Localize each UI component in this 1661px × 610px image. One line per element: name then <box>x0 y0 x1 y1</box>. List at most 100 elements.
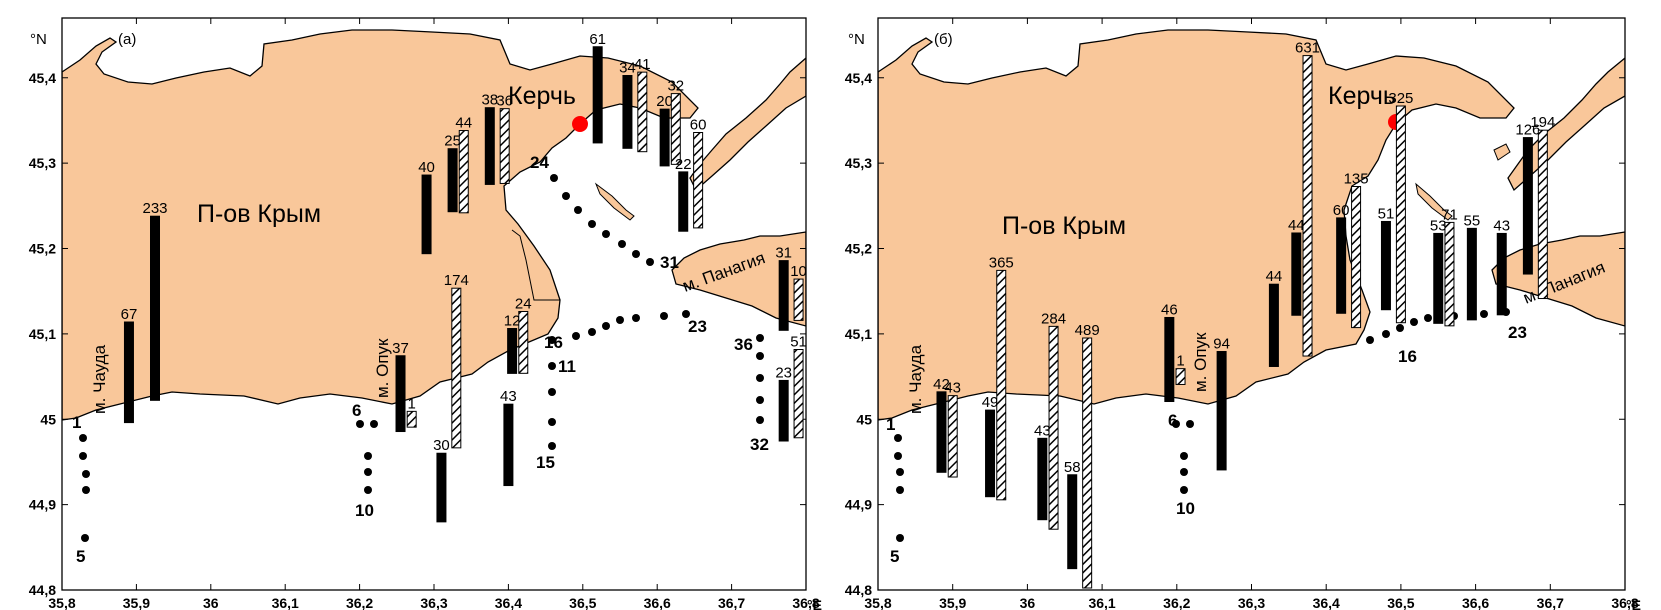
station-dot <box>548 418 556 426</box>
lat-tick-label: 45,3 <box>845 155 872 171</box>
lon-tick-label: 36,2 <box>346 595 373 610</box>
bar-value-label: 43 <box>500 388 517 405</box>
station-dot <box>896 534 904 542</box>
bar-hatched <box>996 269 1007 501</box>
lat-tick-label: 45,4 <box>29 70 56 86</box>
lon-tick-label: 36,1 <box>1088 595 1115 610</box>
station-label: 6 <box>1168 411 1177 430</box>
bar-hatched <box>670 93 681 165</box>
peninsula-label-a: П-ов Крым <box>197 200 321 228</box>
station-dot <box>1172 420 1180 428</box>
bar-hatched <box>1175 368 1186 385</box>
bar-value-label: 284 <box>1041 310 1066 327</box>
station-dot <box>1186 420 1194 428</box>
station-label: 36 <box>734 335 753 354</box>
station-label: 1 <box>886 415 895 434</box>
bar-value-label: 53 <box>1430 217 1447 234</box>
station-label: 11 <box>558 357 576 376</box>
bar-solid <box>1164 316 1175 403</box>
bar-hatched <box>693 132 704 229</box>
bar-value-label: 44 <box>1266 268 1283 285</box>
lat-tick-label: 45,1 <box>29 326 56 342</box>
panel-b-label: (б) <box>934 31 953 48</box>
station-dot <box>588 328 596 336</box>
city-marker-a <box>572 116 588 132</box>
bar-solid <box>484 107 495 185</box>
bar-solid <box>1336 217 1347 314</box>
station-dot <box>756 416 764 424</box>
tuzla-spit-b <box>1415 182 1453 221</box>
station-dot <box>550 174 558 182</box>
bar-hatched <box>1302 55 1313 357</box>
station-dot <box>756 396 764 404</box>
station-dot <box>588 220 596 228</box>
station-dot <box>682 310 690 318</box>
cape-chauda-b: м. Чауда <box>906 344 925 414</box>
station-dot <box>370 420 378 428</box>
station-dot <box>660 312 668 320</box>
lat-tick-label: 45,1 <box>845 326 872 342</box>
bar-solid <box>936 391 947 473</box>
panel-b-stations: 1 5 6 10 16 23 <box>886 308 1527 566</box>
city-label-b: Керчь <box>1328 82 1396 110</box>
bar-hatched <box>1048 325 1059 530</box>
bar-solid <box>1496 232 1507 316</box>
bar-solid <box>150 215 160 401</box>
lat-tick-label: 45 <box>40 411 56 427</box>
station-dot <box>1480 310 1488 318</box>
lon-tick-label: 36 <box>1020 595 1036 610</box>
bar-solid <box>778 260 789 331</box>
bar-hatched <box>947 395 958 478</box>
station-dot <box>81 534 89 542</box>
bar-solid <box>1067 474 1078 570</box>
lat-tick-label: 45,2 <box>845 241 872 257</box>
bar-solid <box>1433 232 1444 324</box>
bar-hatched <box>1537 129 1548 300</box>
bar-value-label: 61 <box>589 31 606 48</box>
bar-value-label: 42 <box>933 376 950 393</box>
bar-hatched <box>518 311 529 374</box>
bar-solid <box>622 75 633 149</box>
bar-value-label: 51 <box>790 334 807 351</box>
lon-unit-a: °E <box>807 597 822 610</box>
bar-hatched <box>637 71 648 153</box>
bar-value-label: 174 <box>444 272 469 289</box>
bar-solid <box>1216 351 1227 471</box>
bar-value-label: 60 <box>690 117 707 134</box>
station-label: 31 <box>660 253 679 272</box>
station-dot <box>364 452 372 460</box>
lon-tick-label: 36,8 <box>1611 595 1638 610</box>
station-dot <box>896 468 904 476</box>
cape-chauda-a: м. Чауда <box>90 344 109 414</box>
station-dot <box>1366 336 1374 344</box>
panel-b-ticks: 35,8 35,9 36 36,1 36,2 36,3 36,4 36,5 36,6 36,7 36… <box>845 18 1639 610</box>
station-dot <box>364 468 372 476</box>
bar-value-label: 126 <box>1515 122 1540 139</box>
bar-value-label: 233 <box>142 200 167 217</box>
panel-b-bars: 4243493654328458489461944444631601355132… <box>933 40 1555 589</box>
bar-value-label: 43 <box>944 380 961 397</box>
station-dot <box>632 314 640 322</box>
lat-unit-b: °N <box>848 31 865 48</box>
bar-value-label: 22 <box>675 156 692 173</box>
station-label: 23 <box>688 317 707 336</box>
lon-tick-label: 36,4 <box>1313 595 1340 610</box>
strait-line <box>511 229 560 301</box>
station-dot <box>1180 468 1188 476</box>
station-dot <box>602 322 610 330</box>
bar-hatched <box>793 349 804 439</box>
bar-value-label: 365 <box>989 254 1014 271</box>
station-dot <box>756 334 764 342</box>
panel-a: 35,8 35,9 36 36,1 36,2 36,3 36,4 36,5 36,6 36,7 36… <box>29 17 822 610</box>
station-dot <box>82 470 90 478</box>
bar-hatched <box>458 130 469 214</box>
bar-solid <box>507 328 518 374</box>
bar-hatched <box>499 108 510 184</box>
station-dot <box>79 452 87 460</box>
lon-tick-label: 36,3 <box>1238 595 1265 610</box>
bar-solid <box>678 171 689 232</box>
panel-a-ticks: 35,8 35,9 36 36,1 36,2 36,3 36,4 36,5 36,6 36,7 36… <box>29 18 820 610</box>
station-dot <box>574 206 582 214</box>
bar-value-label: 40 <box>418 159 435 176</box>
bar-value-label: 44 <box>455 115 472 132</box>
